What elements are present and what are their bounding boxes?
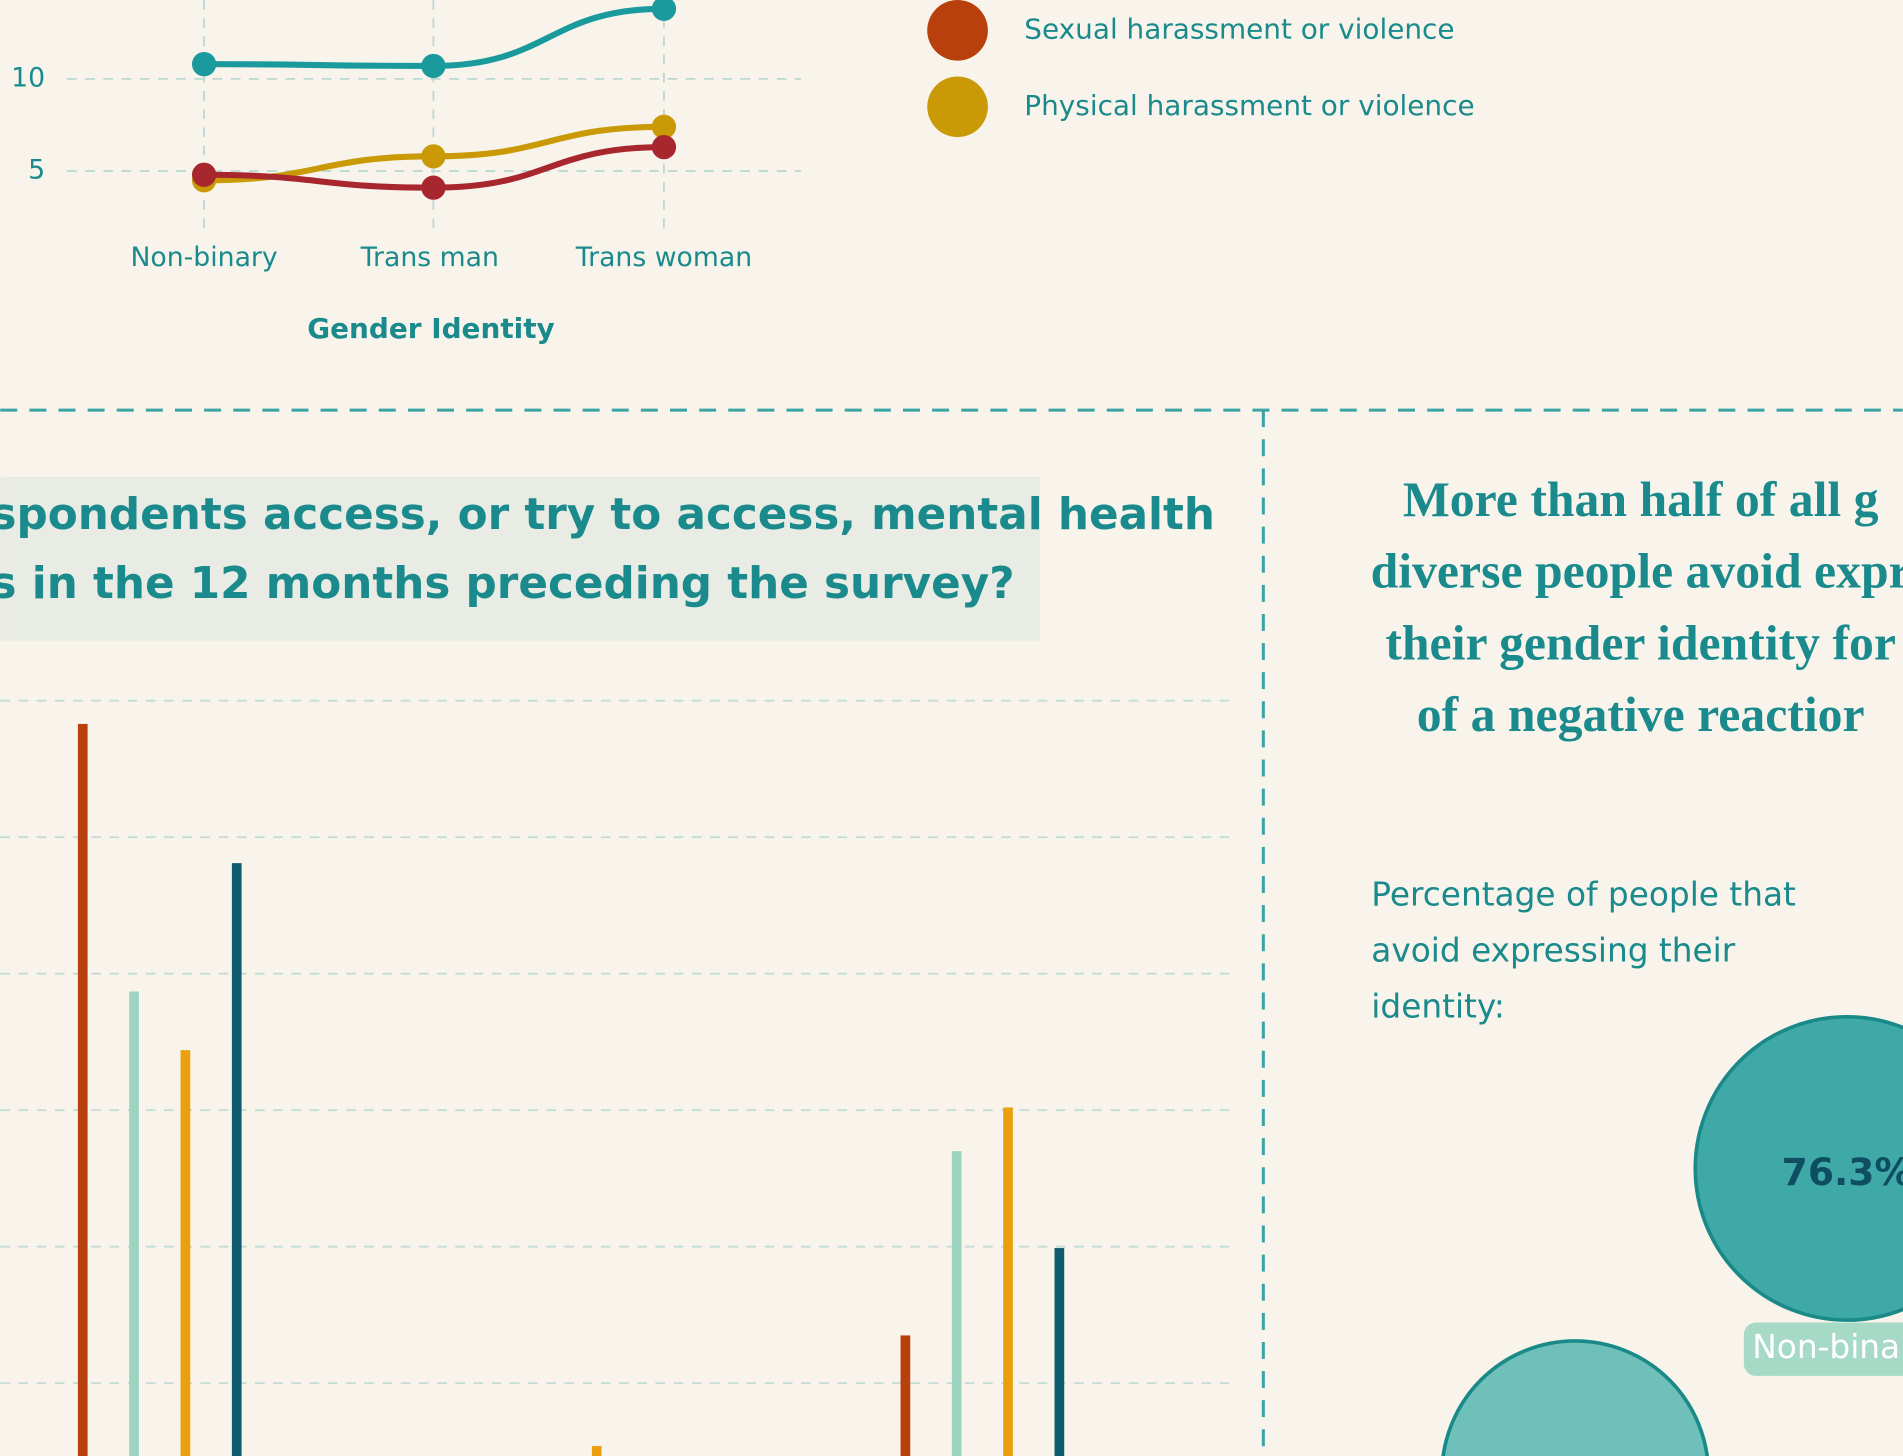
legend-marker [927,76,988,138]
legend-marker [927,0,988,61]
x-tick-label: Trans man [360,242,499,273]
x-axis-label: Gender Identity [307,312,555,345]
line-point [421,53,446,79]
line-point [191,51,217,77]
heading: More than half of all g [1403,472,1879,527]
subtitle: avoid expressing their [1371,931,1735,969]
chart-title: spondents access, or try to access, ment… [0,489,1215,540]
legend-label: Physical harassment or violence [1024,89,1474,122]
line-point [651,134,677,160]
bar [180,1050,191,1456]
heading: their gender identity for [1385,615,1896,670]
bubble-label: 76.3% [1782,1150,1903,1194]
y-tick-label: 5 [28,155,45,186]
x-tick-label: Non-binary [130,242,277,273]
x-tick-label: Trans woman [575,242,752,273]
title-box [0,476,1041,641]
heading: diverse people avoid expr [1371,544,1903,599]
line-point [421,144,446,169]
category-pill [1743,1322,1903,1376]
bar [1003,1107,1013,1456]
line-point [651,114,677,139]
subtitle: identity: [1371,987,1505,1025]
bar [77,723,88,1456]
line-point [421,175,446,200]
bubble [1693,1014,1903,1322]
chart-title: s in the 12 months preceding the survey? [0,558,1015,609]
line-point [191,162,217,187]
heading: of a negative reactior [1417,687,1865,742]
legend-label: Sexual harassment or violence [1024,12,1454,45]
bar [1054,1248,1065,1456]
y-tick-label: 10 [11,62,45,93]
bar [129,991,139,1456]
category-label: Non-bina [1752,1328,1900,1366]
bubble [1441,1339,1709,1456]
bar [951,1151,962,1456]
line-point [651,0,677,21]
bar [591,1445,602,1456]
bar [900,1335,911,1456]
bar [231,863,242,1456]
subtitle: Percentage of people that [1371,876,1796,914]
